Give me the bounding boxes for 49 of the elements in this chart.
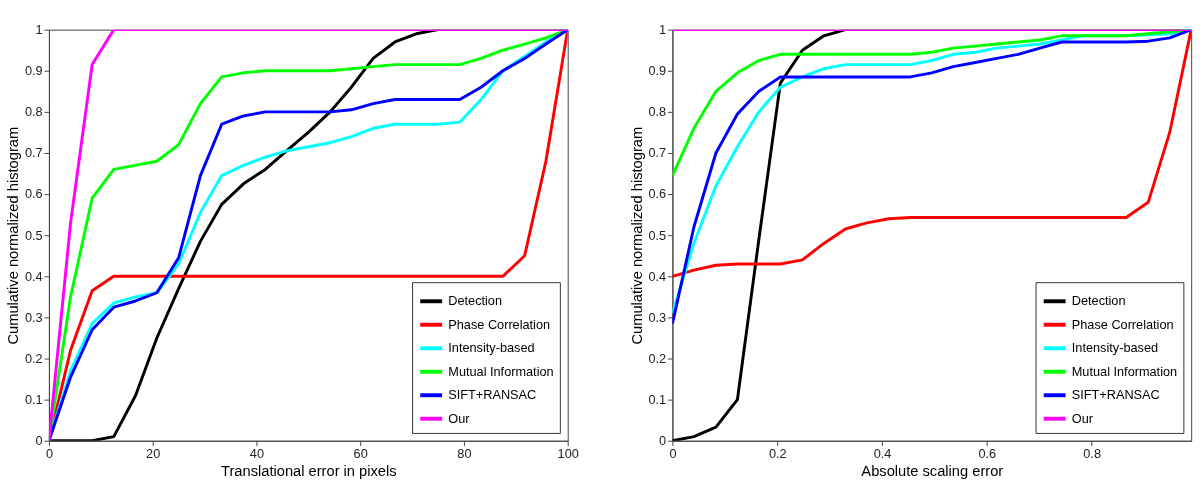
x-tick-label: 0 (45, 445, 53, 461)
legend-label: SIFT+RANSAC (1071, 387, 1160, 403)
y-tick-label: 0.9 (648, 63, 667, 79)
y-tick-label: 0 (35, 433, 43, 449)
y-tick-label: 0.1 (24, 392, 43, 408)
y-tick-label: 1 (658, 22, 667, 38)
x-tick-label: 0.4 (873, 445, 892, 461)
y-tick-label: 0.8 (24, 104, 43, 120)
x-tick-label: 0.8 (1083, 445, 1101, 461)
legend-label: Phase Correlation (1071, 316, 1174, 332)
y-tick-label: 0.2 (648, 350, 667, 366)
legend-label: Detection (448, 293, 503, 309)
legend-label: Mutual Information (1071, 363, 1178, 379)
x-tick-label: 80 (457, 445, 472, 461)
y-tick-label: 1 (35, 22, 43, 38)
y-tick-label: 0.9 (24, 63, 43, 79)
y-tick-label: 0 (658, 433, 667, 449)
x-tick-label: 0 (669, 445, 677, 461)
y-tick-label: 0.5 (648, 227, 667, 243)
y-tick-label: 0.4 (24, 268, 43, 284)
y-axis-title: Cumulative normalized histogram (628, 126, 645, 345)
x-axis-title: Translational error in pixels (221, 463, 397, 480)
x-tick-label: 40 (249, 445, 265, 461)
x-tick-label: 0.6 (978, 445, 997, 461)
y-tick-label: 0.2 (24, 350, 43, 366)
y-tick-label: 0.6 (648, 186, 667, 202)
legend-label: Our (448, 410, 471, 426)
y-tick-label: 0.3 (24, 309, 43, 325)
legend-label: Our (1071, 410, 1094, 426)
legend-label: Intensity-based (1071, 340, 1159, 356)
y-tick-label: 0.5 (24, 227, 43, 243)
y-axis-title: Cumulative normalized histogram (5, 126, 22, 345)
legend-label: Phase Correlation (448, 316, 551, 332)
y-tick-label: 0.1 (648, 392, 667, 408)
y-tick-label: 0.6 (24, 186, 43, 202)
y-tick-label: 0.7 (24, 145, 43, 161)
y-tick-label: 0.7 (648, 145, 667, 161)
y-tick-label: 0.3 (648, 309, 667, 325)
x-tick-label: 60 (353, 445, 368, 461)
legend-label: Detection (1071, 293, 1126, 309)
x-axis-title: Absolute scaling error (861, 463, 1004, 480)
y-tick-label: 0.8 (648, 104, 667, 120)
legend-label: Mutual Information (448, 363, 554, 379)
x-tick-label: 0.2 (768, 445, 787, 461)
x-tick-label: 20 (146, 445, 161, 461)
y-tick-label: 0.4 (648, 268, 667, 284)
legend-label: SIFT+RANSAC (448, 387, 537, 403)
x-tick-label: 100 (557, 445, 579, 461)
legend-label: Intensity-based (448, 340, 535, 356)
